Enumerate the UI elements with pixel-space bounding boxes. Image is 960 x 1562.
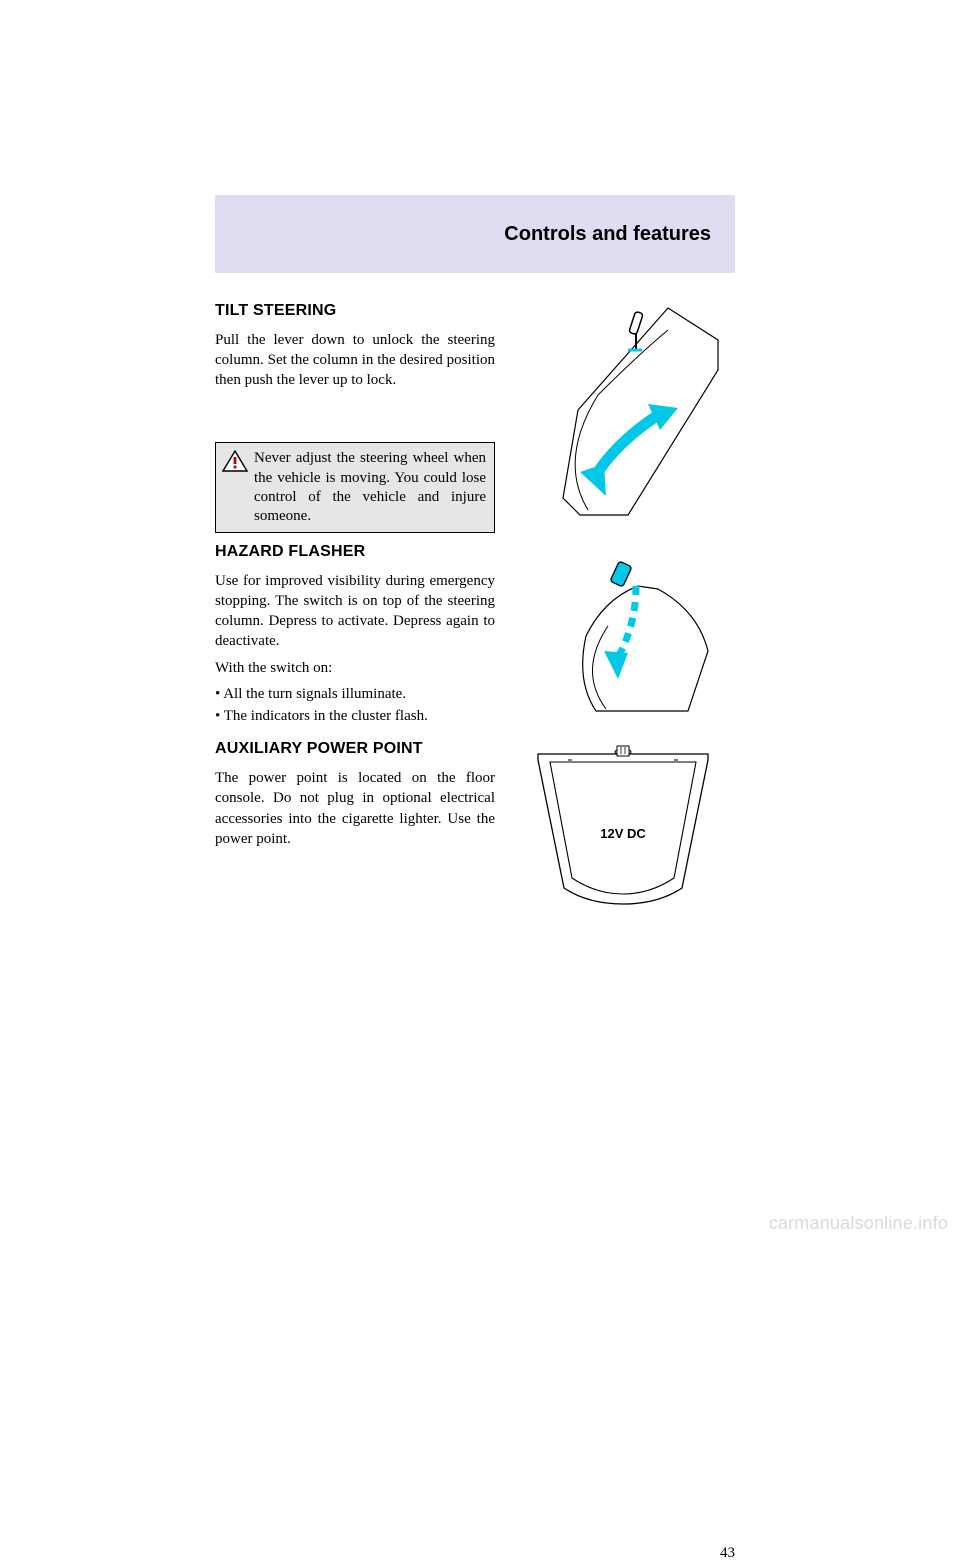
- list-item-text: The indicators in the cluster flash.: [224, 708, 428, 724]
- watermark: carmanualsonline.info: [769, 1213, 948, 1234]
- hazard-flasher-diagram-icon: [518, 541, 728, 721]
- aux-power-block: AUXILIARY POWER POINT The power point is…: [215, 738, 735, 908]
- tilt-steering-text-column: TILT STEERING Pull the lever down to unl…: [215, 300, 495, 533]
- hazard-flasher-para-2: With the switch on:: [215, 658, 495, 678]
- hazard-flasher-para-1: Use for improved visibility during emerg…: [215, 571, 495, 652]
- tilt-steering-block: TILT STEERING Pull the lever down to unl…: [215, 300, 735, 533]
- page: Controls and features TILT STEERING Pull…: [0, 0, 960, 230]
- section-header-bar: Controls and features: [215, 195, 735, 273]
- aux-power-heading: AUXILIARY POWER POINT: [215, 738, 495, 760]
- warning-text: Never adjust the steering wheel when the…: [254, 449, 486, 526]
- svg-text:12V DC: 12V DC: [600, 826, 646, 841]
- list-item-text: All the turn signals illuminate.: [223, 686, 406, 702]
- tilt-steering-figure: [513, 300, 733, 533]
- tilt-steering-diagram-icon: [518, 300, 728, 530]
- tilt-steering-paragraph: Pull the lever down to unlock the steeri…: [215, 330, 495, 391]
- hazard-flasher-block: HAZARD FLASHER Use for improved visibili…: [215, 541, 735, 728]
- list-item: • The indicators in the cluster flash.: [215, 706, 495, 726]
- hazard-flasher-list: • All the turn signals illuminate. • The…: [215, 684, 495, 727]
- aux-power-text-column: AUXILIARY POWER POINT The power point is…: [215, 738, 495, 908]
- tilt-steering-heading: TILT STEERING: [215, 300, 495, 322]
- page-number: 43: [720, 1545, 735, 1562]
- hazard-flasher-figure: [513, 541, 733, 728]
- warning-box: Never adjust the steering wheel when the…: [215, 442, 495, 533]
- hazard-flasher-text-column: HAZARD FLASHER Use for improved visibili…: [215, 541, 495, 728]
- aux-power-diagram-icon: 12V DC: [518, 738, 728, 908]
- aux-power-figure: 12V DC: [513, 738, 733, 908]
- section-header-title: Controls and features: [504, 223, 711, 246]
- list-item: • All the turn signals illuminate.: [215, 684, 495, 704]
- hazard-flasher-heading: HAZARD FLASHER: [215, 541, 495, 563]
- page-content: TILT STEERING Pull the lever down to unl…: [215, 300, 735, 912]
- aux-power-paragraph: The power point is located on the floor …: [215, 768, 495, 849]
- warning-triangle-icon: [222, 450, 248, 526]
